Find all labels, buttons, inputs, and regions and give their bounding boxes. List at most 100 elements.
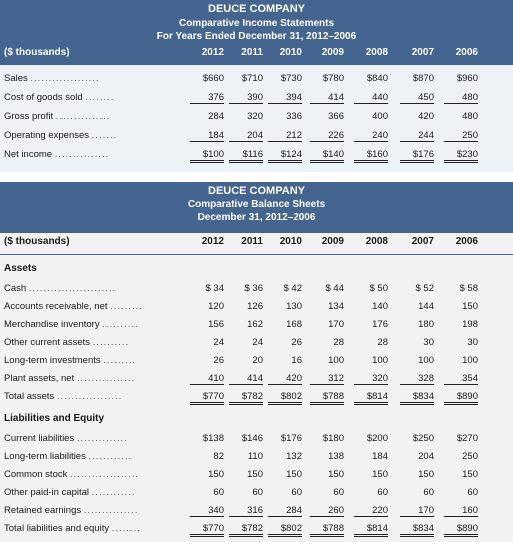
income-company-name: DEUCE COMPANY: [208, 3, 305, 15]
header-divider: [0, 254, 513, 255]
cell-value: 100: [462, 355, 478, 366]
row-label: Accounts receivable, net: [4, 301, 108, 312]
balance-sheet-header: DEUCE COMPANY Comparative Balance Sheets…: [0, 182, 513, 233]
cell-value: 320: [354, 373, 388, 385]
cell-value: 138: [328, 451, 344, 462]
cell-value: $140: [310, 149, 344, 163]
cell-value: 220: [354, 505, 388, 517]
cell-value: $ 52: [415, 283, 435, 294]
cell-value: 170: [400, 505, 434, 517]
cell-value: $834: [400, 391, 434, 405]
cell-value: 16: [291, 355, 302, 366]
cell-value: $788: [310, 391, 344, 405]
balance-sheet-panel: DEUCE COMPANY Comparative Balance Sheets…: [0, 182, 513, 542]
assets-row: Cash ........................ $ 34 $ 36 …: [0, 281, 513, 298]
balance-year-header: 2008: [365, 236, 388, 247]
cell-value: 60: [467, 487, 478, 498]
cell-value: $250: [412, 433, 434, 444]
cell-value: 160: [444, 505, 478, 517]
cell-value: 420: [268, 373, 302, 385]
balance-subtitle: December 31, 2012–2006: [197, 212, 316, 223]
row-label: Merchandise inventory: [4, 319, 100, 330]
cell-value: $780: [322, 73, 344, 84]
cell-value: $782: [229, 523, 263, 537]
assets-row: Merchandise inventory .......... 156 162…: [0, 317, 513, 334]
cell-value: 340: [190, 505, 224, 517]
cell-value: 320: [247, 111, 263, 122]
row-leader-dots: ............: [91, 487, 136, 498]
cell-value: 150: [418, 469, 434, 480]
cell-value: 100: [418, 355, 434, 366]
row-leader-dots: ...............: [55, 111, 111, 122]
income-row-operating-expenses: Operating expenses ....... 184 204 212 2…: [0, 128, 513, 145]
row-leader-dots: ............: [88, 451, 133, 462]
cell-value: 414: [229, 373, 263, 385]
cell-value: 100: [328, 355, 344, 366]
cell-value: 82: [213, 451, 224, 462]
cell-value: 376: [190, 92, 224, 104]
row-leader-dots: ..............: [76, 433, 128, 444]
cell-value: 60: [213, 487, 224, 498]
cell-value: 328: [400, 373, 434, 385]
cell-value: $ 50: [369, 283, 389, 294]
cell-value: $770: [190, 523, 224, 537]
cell-value: 20: [252, 355, 263, 366]
cell-value: $146: [241, 433, 263, 444]
row-leader-dots: ........................: [28, 283, 117, 294]
assets-row: Other current assets .......... 24 24 26…: [0, 335, 513, 352]
cell-value: $840: [366, 73, 388, 84]
cell-value: 184: [372, 451, 388, 462]
cell-value: 336: [286, 111, 302, 122]
total-assets-row: Total assets .................. $770 $78…: [0, 389, 513, 406]
balance-sheet-body: ($ thousands) 2012 2011 2010 2009 2008 2…: [0, 233, 513, 542]
cell-value: 60: [291, 487, 302, 498]
income-statement-body: Sales ................... $660 $710 $730…: [0, 65, 513, 172]
row-label: Current liabilities: [4, 433, 75, 444]
cell-value: $890: [444, 391, 478, 405]
cell-value: 150: [462, 469, 478, 480]
cell-value: 150: [208, 469, 224, 480]
income-year-header: 2011: [241, 47, 263, 58]
cell-value: $176: [280, 433, 302, 444]
cell-value: 110: [247, 451, 263, 462]
row-leader-dots: .......: [91, 130, 118, 141]
income-year-header: 2006: [455, 47, 478, 58]
cell-value: 132: [286, 451, 302, 462]
cell-value: $782: [229, 391, 263, 405]
cell-value: $802: [268, 523, 302, 537]
cell-value: 150: [247, 469, 263, 480]
cell-value: 240: [354, 130, 388, 142]
cell-value: 144: [418, 301, 434, 312]
cell-value: 170: [328, 319, 344, 330]
cell-value: $890: [444, 523, 478, 537]
cell-value: 180: [418, 319, 434, 330]
cell-value: $ 42: [283, 283, 303, 294]
cell-value: 134: [328, 301, 344, 312]
total-liabilities-equity-row: Total liabilities and equity ........ $7…: [0, 521, 513, 538]
cell-value: 260: [310, 505, 344, 517]
cell-value: 250: [444, 130, 478, 142]
cell-value: 410: [190, 373, 224, 385]
cell-value: 284: [208, 111, 224, 122]
income-row-sales: Sales ................... $660 $710 $730…: [0, 71, 513, 88]
cell-value: $ 34: [205, 283, 225, 294]
income-year-header: 2012: [201, 47, 224, 58]
cell-value: $230: [444, 149, 478, 163]
cell-value: 250: [462, 451, 478, 462]
income-year-header-row: ($ thousands) 2012 2011 2010 2009 2008 2…: [0, 47, 513, 63]
income-year-header: 2009: [321, 47, 344, 58]
row-label: Long-term liabilities: [4, 451, 86, 462]
cell-value: $960: [456, 73, 478, 84]
cell-value: $870: [412, 73, 434, 84]
cell-value: 150: [462, 301, 478, 312]
cell-value: 28: [333, 337, 344, 348]
cell-value: 60: [377, 487, 388, 498]
cell-value: $124: [268, 149, 302, 163]
income-year-header: 2008: [365, 47, 388, 58]
cell-value: 414: [310, 92, 344, 104]
liabilities-row: Common stock ................... 150 150…: [0, 467, 513, 484]
balance-year-header: 2007: [411, 236, 434, 247]
cell-value: 24: [252, 337, 263, 348]
cell-value: 420: [418, 111, 434, 122]
cell-value: 450: [400, 92, 434, 104]
